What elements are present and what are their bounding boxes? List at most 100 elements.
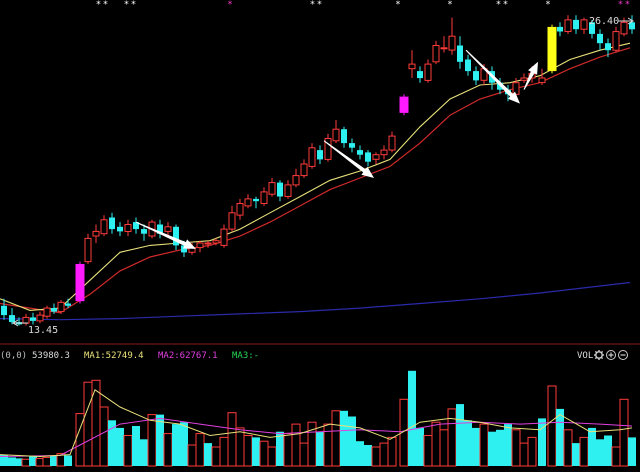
volume-bar <box>283 433 293 467</box>
candle <box>9 308 15 325</box>
candle <box>399 94 409 116</box>
candle-body <box>43 307 51 317</box>
candle <box>547 24 557 74</box>
volume-bar <box>99 406 109 467</box>
volume-bar <box>204 443 212 466</box>
candle <box>580 17 588 34</box>
candle <box>236 198 244 220</box>
candle-body <box>100 219 108 235</box>
volume-header: (0,0) 53980.3 MA1:52749.4 MA2:62767.1 MA… <box>0 350 628 361</box>
candle-body <box>157 224 163 234</box>
candle-body <box>220 228 228 246</box>
volume-bar <box>364 445 372 466</box>
gear-icon[interactable] <box>594 350 604 360</box>
vol-ma2-line <box>0 417 633 457</box>
star-icon: * <box>317 0 322 10</box>
candle-body <box>324 138 332 160</box>
candle-body <box>244 198 252 207</box>
candle <box>497 78 503 95</box>
candle <box>292 168 300 188</box>
candle <box>157 219 163 239</box>
candle <box>75 261 85 304</box>
candle-body <box>620 21 628 35</box>
volume-bar <box>163 433 173 467</box>
volume-bar <box>140 439 148 466</box>
candle <box>341 126 347 148</box>
volume-bar <box>276 431 284 466</box>
candle <box>349 138 355 153</box>
candle-body <box>317 150 323 160</box>
vol-ma1-value: MA1:52749.4 <box>84 351 144 361</box>
volume-bar <box>147 414 157 467</box>
candle-body <box>133 222 139 230</box>
candle-body <box>75 264 85 302</box>
volume-bar <box>299 442 309 467</box>
minus-icon[interactable] <box>618 350 628 360</box>
volume-bar <box>195 433 205 467</box>
volume-bar <box>8 457 16 466</box>
candle <box>109 212 115 234</box>
vol-ma2-value: MA2:62767.1 <box>158 351 218 361</box>
candle <box>22 313 30 326</box>
star-icon: * <box>395 0 400 10</box>
volume-bar <box>611 446 621 467</box>
candle-body <box>308 147 316 167</box>
volume-bar <box>0 454 8 466</box>
plus-icon[interactable] <box>606 350 616 360</box>
candle <box>465 54 471 76</box>
candle <box>1 298 7 320</box>
volume-bar <box>387 436 397 467</box>
candle-body <box>117 226 123 232</box>
arrow-right-icon <box>627 17 634 25</box>
candle <box>204 240 212 248</box>
candle-body <box>465 59 471 72</box>
candle <box>212 238 220 246</box>
star-icon: * <box>103 0 108 10</box>
volume-bar <box>538 418 546 466</box>
annotation-arrows <box>135 49 538 249</box>
candle <box>324 133 332 162</box>
candle <box>268 178 276 197</box>
candle <box>141 224 147 241</box>
star-icon: * <box>96 0 101 10</box>
volume-panel[interactable] <box>0 370 636 467</box>
candle-body <box>372 154 380 160</box>
volume-bar <box>496 429 504 466</box>
moving-averages <box>0 42 631 321</box>
star-icon: * <box>496 0 501 10</box>
star-icon: * <box>124 0 129 10</box>
candle <box>220 224 228 248</box>
star-icon: * <box>625 0 630 10</box>
candle <box>557 22 563 37</box>
volume-bars <box>0 370 636 467</box>
candle <box>124 219 132 237</box>
volume-bar <box>519 442 529 467</box>
ma-long-line <box>0 47 631 314</box>
candle <box>65 298 71 309</box>
annotation-arrow <box>135 221 196 249</box>
volume-bar <box>340 410 348 466</box>
star-icon: * <box>545 0 550 10</box>
volume-bar <box>456 404 464 466</box>
volume-bar <box>579 436 589 467</box>
volume-bar <box>29 456 37 466</box>
volume-bar <box>439 429 449 467</box>
volume-bar <box>21 458 31 467</box>
candle-body <box>432 45 440 63</box>
candle-body <box>332 128 340 142</box>
signal-stars: * * * * * * * * * * * * * * <box>96 0 630 10</box>
candle <box>228 205 236 232</box>
volume-bar <box>267 446 277 467</box>
candle-body <box>84 237 92 263</box>
candle <box>277 180 283 202</box>
price-panel[interactable]: * * * * * * * * * * * * * * 26.40 13.45 <box>0 0 635 336</box>
candle-body <box>173 226 179 246</box>
candle <box>448 17 456 55</box>
candle-body <box>399 96 409 113</box>
candle-body <box>365 152 371 162</box>
vol-ma3-value: MA3:- <box>232 351 259 361</box>
candle <box>57 300 65 314</box>
star-icon: * <box>503 0 508 10</box>
